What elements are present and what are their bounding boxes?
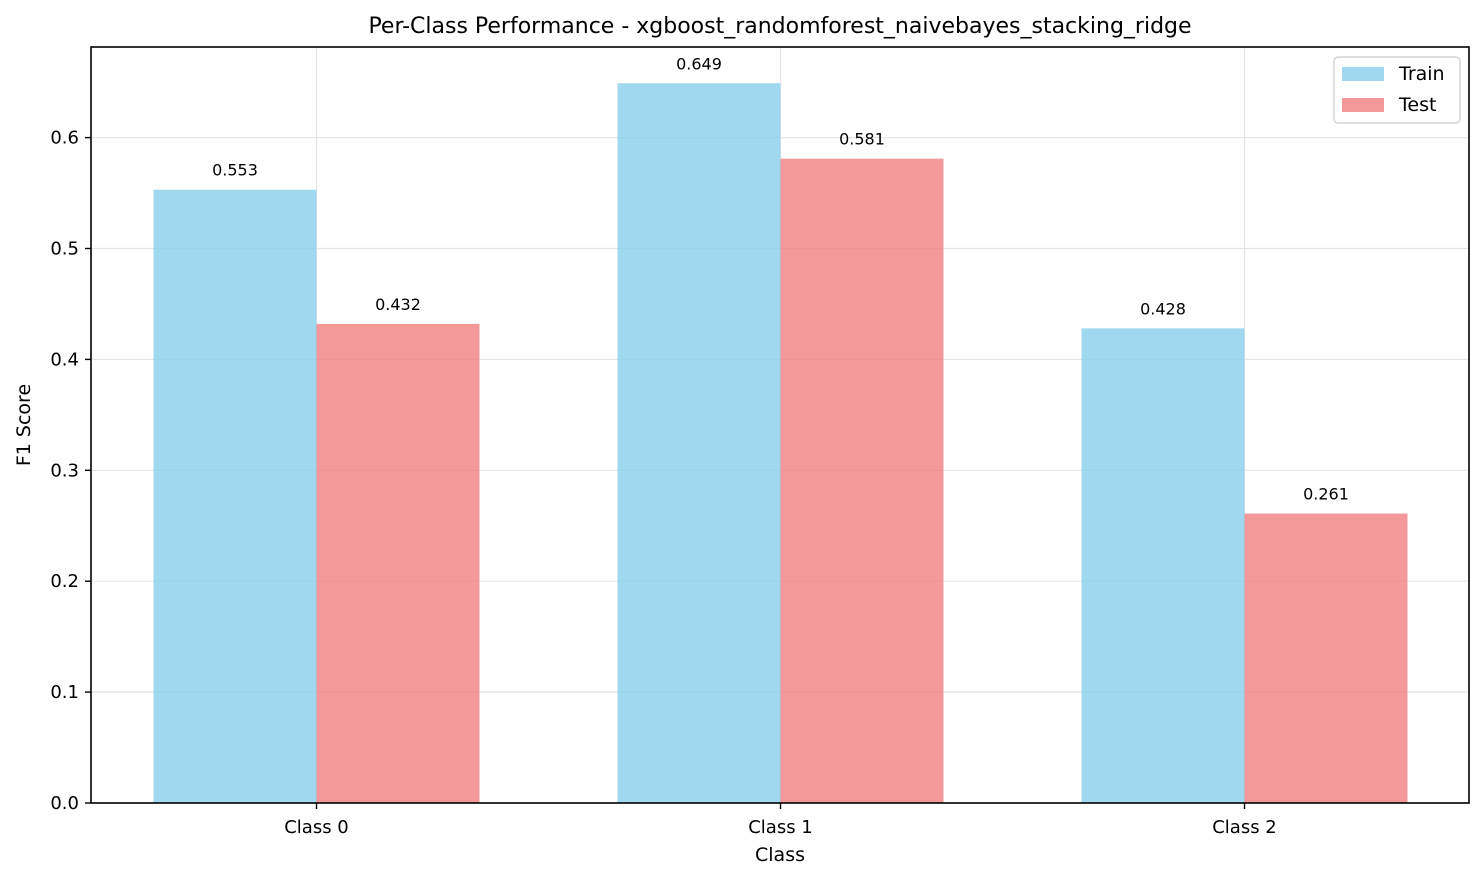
- y-axis-title: F1 Score: [13, 384, 35, 466]
- bar-train-1: [617, 83, 781, 803]
- x-tick-label-1: Class 1: [748, 817, 813, 838]
- legend: Train Test: [1333, 56, 1461, 124]
- y-tick-label-4: 0.4: [50, 349, 79, 370]
- y-tick-label-0: 0.0: [50, 793, 79, 814]
- y-tick-label-1: 0.1: [50, 682, 79, 703]
- x-tick-label-0: Class 0: [284, 817, 349, 838]
- y-tick-label-5: 0.5: [50, 239, 79, 260]
- legend-swatch-test: [1342, 98, 1384, 112]
- x-axis-ticks: Class 0 Class 1 Class 2: [284, 803, 1277, 838]
- legend-swatch-train: [1342, 67, 1384, 81]
- bar-label-test-1: 0.581: [839, 130, 885, 149]
- y-tick-label-6: 0.6: [50, 128, 79, 149]
- bar-labels: 0.553 0.649 0.428 0.432 0.581 0.261: [212, 54, 1349, 503]
- bar-train-2: [1081, 328, 1245, 803]
- chart-title: Per-Class Performance - xgboost_randomfo…: [368, 14, 1191, 39]
- y-axis-ticks: 0.0 0.1 0.2 0.3 0.4 0.5 0.6: [50, 128, 91, 814]
- legend-label-test: Test: [1398, 94, 1436, 116]
- bar-label-train-1: 0.649: [676, 54, 722, 73]
- bars: [153, 83, 1408, 803]
- x-tick-label-2: Class 2: [1212, 817, 1277, 838]
- bar-test-0: [316, 323, 480, 803]
- bar-train-0: [153, 189, 317, 803]
- x-axis-title: Class: [755, 844, 805, 866]
- bar-label-train-2: 0.428: [1140, 299, 1186, 318]
- y-tick-label-3: 0.3: [50, 460, 79, 481]
- bar-test-1: [780, 158, 944, 803]
- bar-label-train-0: 0.553: [212, 161, 258, 180]
- y-tick-label-2: 0.2: [50, 571, 79, 592]
- bar-test-2: [1244, 513, 1408, 803]
- bar-label-test-0: 0.432: [375, 295, 421, 314]
- bar-label-test-2: 0.261: [1303, 485, 1349, 504]
- legend-label-train: Train: [1398, 63, 1445, 85]
